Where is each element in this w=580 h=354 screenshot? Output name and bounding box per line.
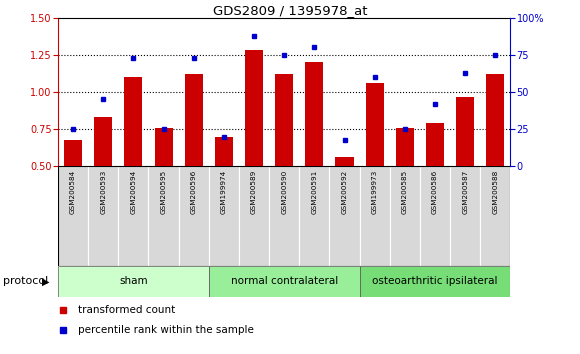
Text: protocol: protocol	[3, 276, 48, 286]
Text: GSM199973: GSM199973	[372, 169, 378, 213]
Text: GSM200593: GSM200593	[100, 169, 106, 213]
Bar	[124, 77, 143, 166]
Bar	[118, 166, 148, 266]
Bar	[239, 166, 269, 266]
Bar	[486, 74, 505, 166]
Text: transformed count: transformed count	[78, 305, 176, 315]
Text: GSM200592: GSM200592	[342, 169, 347, 213]
Text: GSM200594: GSM200594	[130, 169, 136, 213]
Bar	[365, 83, 384, 166]
Bar	[420, 166, 450, 266]
Bar	[456, 97, 474, 166]
Bar	[275, 74, 293, 166]
Bar	[88, 166, 118, 266]
Bar	[269, 166, 299, 266]
Bar	[329, 166, 360, 266]
Text: osteoarthritic ipsilateral: osteoarthritic ipsilateral	[372, 276, 498, 286]
Text: normal contralateral: normal contralateral	[231, 276, 338, 286]
Bar	[209, 166, 239, 266]
Bar	[58, 266, 209, 297]
Text: percentile rank within the sample: percentile rank within the sample	[78, 325, 254, 336]
Bar	[390, 166, 420, 266]
Bar	[360, 166, 390, 266]
Bar	[299, 166, 329, 266]
Bar	[245, 50, 263, 166]
Text: GDS2809 / 1395978_at: GDS2809 / 1395978_at	[213, 4, 367, 17]
Text: GSM200590: GSM200590	[281, 169, 287, 213]
Text: GSM199974: GSM199974	[221, 169, 227, 213]
Bar	[396, 128, 414, 166]
Text: GSM200591: GSM200591	[311, 169, 317, 213]
Text: GSM200586: GSM200586	[432, 169, 438, 213]
Text: GSM200595: GSM200595	[161, 169, 166, 213]
Bar	[480, 166, 510, 266]
Bar	[215, 137, 233, 166]
Text: GSM200587: GSM200587	[462, 169, 468, 213]
Bar	[184, 74, 203, 166]
Bar	[360, 266, 510, 297]
Bar	[450, 166, 480, 266]
Text: GSM200585: GSM200585	[402, 169, 408, 213]
Text: ▶: ▶	[42, 276, 49, 286]
Bar	[426, 123, 444, 166]
Text: GSM200588: GSM200588	[492, 169, 498, 213]
Bar	[148, 166, 179, 266]
Text: sham: sham	[119, 276, 148, 286]
Bar	[179, 166, 209, 266]
Bar	[154, 128, 173, 166]
Text: GSM200584: GSM200584	[70, 169, 76, 213]
Text: GSM200596: GSM200596	[191, 169, 197, 213]
Bar	[305, 62, 324, 166]
Text: GSM200589: GSM200589	[251, 169, 257, 213]
Bar	[64, 139, 82, 166]
Bar	[209, 266, 360, 297]
Bar	[94, 117, 113, 166]
Bar	[335, 158, 354, 166]
Bar	[58, 166, 88, 266]
